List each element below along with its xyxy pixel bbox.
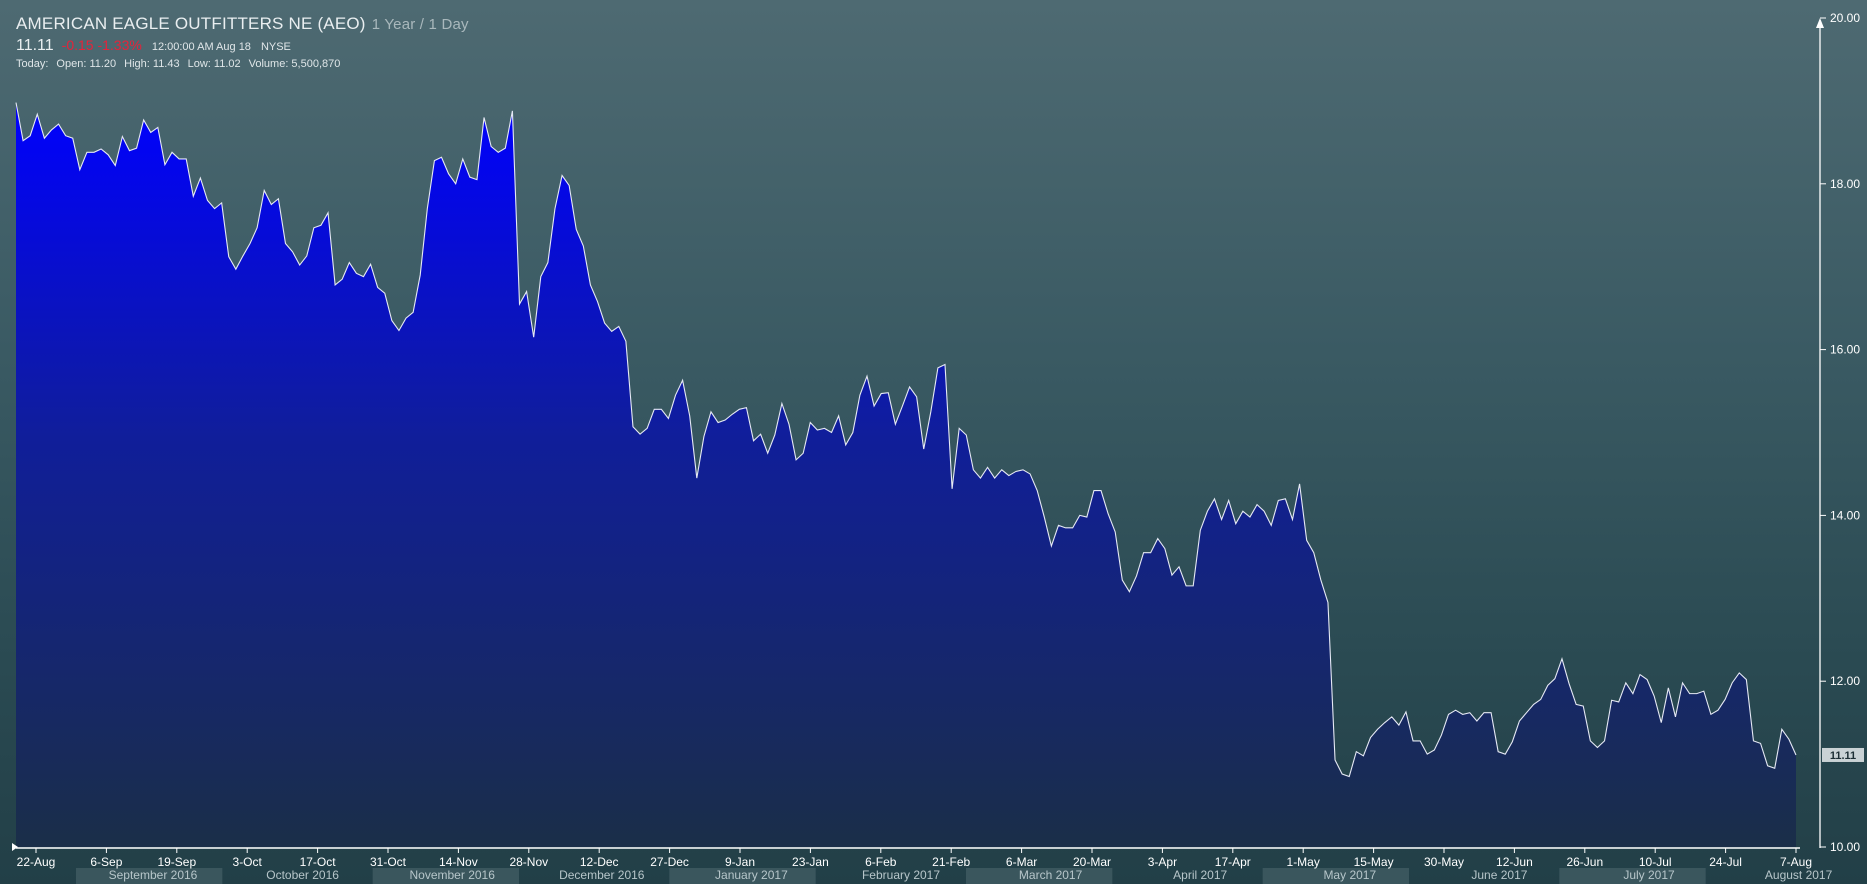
month-label: March 2017 <box>1019 868 1083 882</box>
chart-header: AMERICAN EAGLE OUTFITTERS NE (AEO) 1 Year… <box>16 14 469 70</box>
x-tick-label: 24-Jul <box>1709 855 1742 869</box>
x-tick-label: 7-Aug <box>1780 855 1812 869</box>
title-row: AMERICAN EAGLE OUTFITTERS NE (AEO) 1 Year… <box>16 14 469 34</box>
month-band <box>1559 868 1706 884</box>
month-label: February 2017 <box>862 868 940 882</box>
month-label: July 2017 <box>1623 868 1675 882</box>
x-tick-label: 6-Sep <box>90 855 122 869</box>
month-label: November 2016 <box>410 868 496 882</box>
month-band <box>76 868 223 884</box>
quote-time: 12:00:00 AM Aug 18 <box>151 41 251 53</box>
x-tick-label: 9-Jan <box>725 855 755 869</box>
month-band <box>669 868 816 884</box>
y-tick-label: 16.00 <box>1830 343 1860 357</box>
price-line <box>15 102 1797 778</box>
month-label: December 2016 <box>559 868 645 882</box>
x-tick-label: 19-Sep <box>157 855 196 869</box>
x-tick-label: 28-Nov <box>509 855 548 869</box>
x-tick-label: 10-Jul <box>1639 855 1672 869</box>
month-band <box>966 868 1113 884</box>
month-label: May 2017 <box>1323 868 1376 882</box>
x-tick-label: 17-Oct <box>300 855 337 869</box>
exchange: NYSE <box>260 41 291 53</box>
last-price: 11.11 <box>16 37 54 54</box>
y-axis-arrow <box>1816 18 1824 28</box>
x-tick-label: 6-Mar <box>1006 855 1037 869</box>
x-tick-label: 26-Jun <box>1566 855 1603 869</box>
month-label: January 2017 <box>715 868 788 882</box>
x-tick-label: 17-Apr <box>1215 855 1251 869</box>
today-stats: Today: Open: 11.20 High: 11.43 Low: 11.02 Vo… <box>16 58 469 70</box>
chart-title: AMERICAN EAGLE OUTFITTERS NE (AEO) <box>16 14 366 33</box>
x-tick-label: 22-Aug <box>17 855 56 869</box>
last-price-tag-label: 11.11 <box>1830 750 1856 762</box>
x-tick-label: 12-Jun <box>1496 855 1533 869</box>
price-change: -0.15 -1.33% <box>61 37 142 53</box>
x-tick-label: 1-May <box>1287 855 1320 869</box>
today-label: Today: <box>16 58 49 70</box>
price-area <box>16 102 1796 847</box>
month-label: September 2016 <box>109 868 198 882</box>
high-value: High: 11.43 <box>124 58 180 70</box>
month-label: October 2016 <box>266 868 339 882</box>
y-tick-label: 12.00 <box>1830 674 1860 688</box>
x-tick-label: 31-Oct <box>370 855 407 869</box>
last-price-tag <box>1822 747 1864 762</box>
month-label: August 2017 <box>1765 868 1833 882</box>
x-tick-label: 3-Apr <box>1148 855 1177 869</box>
x-tick-label: 30-May <box>1424 855 1464 869</box>
month-label: June 2017 <box>1471 868 1527 882</box>
x-tick-label: 15-May <box>1354 855 1394 869</box>
volume-value: Volume: 5,500,870 <box>248 58 341 70</box>
month-band <box>1262 868 1409 884</box>
x-tick-label: 12-Dec <box>580 855 619 869</box>
y-tick-label: 18.00 <box>1830 177 1860 191</box>
y-tick-label: 20.00 <box>1830 11 1860 25</box>
x-axis-marker <box>12 843 18 851</box>
y-tick-label: 10.00 <box>1830 840 1860 854</box>
month-label: April 2017 <box>1173 868 1227 882</box>
x-tick-label: 21-Feb <box>932 855 970 869</box>
month-band <box>372 868 519 884</box>
low-value: Low: 11.02 <box>187 58 241 70</box>
x-tick-label: 27-Dec <box>650 855 689 869</box>
x-tick-label: 23-Jan <box>792 855 829 869</box>
x-tick-label: 3-Oct <box>233 855 263 869</box>
range-link[interactable]: 1 Year / 1 Day <box>371 16 469 33</box>
open-value: Open: 11.20 <box>56 58 117 70</box>
x-tick-label: 20-Mar <box>1073 855 1111 869</box>
x-tick-label: 14-Nov <box>439 855 478 869</box>
x-tick-label: 6-Feb <box>865 855 897 869</box>
y-tick-label: 14.00 <box>1830 508 1860 522</box>
price-row: 11.11 -0.15 -1.33% 12:00:00 AM Aug 18 NYSE <box>16 37 469 55</box>
